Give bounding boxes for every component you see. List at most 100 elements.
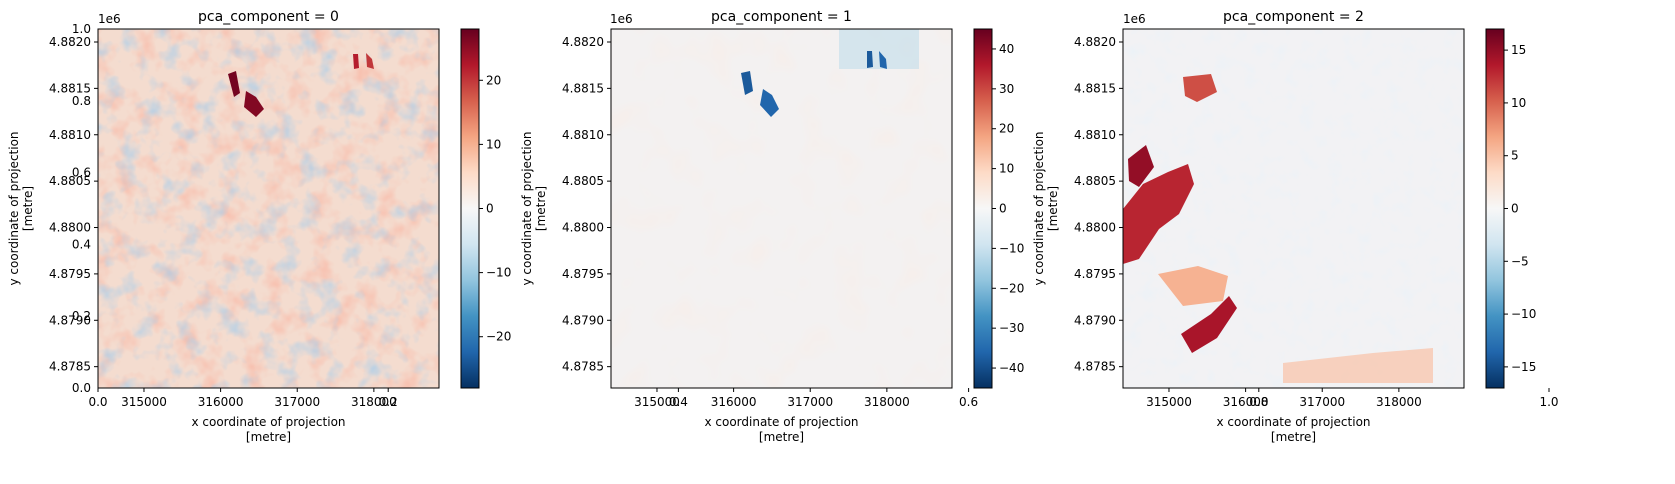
feature-patch bbox=[839, 29, 919, 69]
plot-frame bbox=[97, 28, 440, 389]
y-tick-label: 4.8790 bbox=[1074, 313, 1116, 327]
y-tick-label: 4.8810 bbox=[49, 128, 91, 142]
feature-patch bbox=[1283, 348, 1433, 383]
colorbar-tick-label: −20 bbox=[486, 330, 511, 344]
feature-patch bbox=[1181, 296, 1237, 353]
y-tick-label: 4.8810 bbox=[1074, 128, 1116, 142]
colorbar-tick-label: 5 bbox=[1511, 149, 1519, 163]
background-x-tick-label: 0.6 bbox=[959, 395, 978, 409]
x-tick-label: 317000 bbox=[787, 395, 833, 409]
y-axis-label: y coordinate of projection bbox=[7, 131, 21, 285]
x-axis-label: x coordinate of projection bbox=[191, 415, 345, 429]
y-tick-label: 4.8785 bbox=[1074, 360, 1116, 374]
heatmap-texture bbox=[611, 29, 952, 388]
exponent-label: 1e6 bbox=[98, 12, 121, 26]
x-tick-label: 316000 bbox=[711, 395, 757, 409]
y-tick-label: 4.8805 bbox=[562, 174, 604, 188]
background-y-tick-label: 0.0 bbox=[72, 381, 91, 395]
y-tick-label: 4.8785 bbox=[49, 360, 91, 374]
feature-patch bbox=[1128, 145, 1154, 187]
background-x-tick-label: 1.0 bbox=[1539, 395, 1558, 409]
x-axis-label: [metre] bbox=[1271, 430, 1316, 444]
y-tick-label: 4.8800 bbox=[49, 221, 91, 235]
colorbar-tick-label: 10 bbox=[1511, 96, 1526, 110]
x-tick-label: 318000 bbox=[1376, 395, 1422, 409]
colorbar bbox=[974, 29, 992, 388]
y-tick-label: 4.8805 bbox=[1074, 174, 1116, 188]
background-y-tick-label: 0.4 bbox=[72, 237, 91, 251]
feature-patch bbox=[228, 71, 240, 97]
feature-patch bbox=[1123, 164, 1194, 264]
feature-patch bbox=[741, 71, 753, 95]
exponent-label: 1e6 bbox=[1123, 12, 1146, 26]
x-tick-label: 317000 bbox=[274, 395, 320, 409]
heatmap-texture bbox=[98, 29, 439, 388]
background-axis: 0.0 0.2 0.4 0.6 0.8 1.0 0.0 0.2 0.4 0.6 0.8 1.0 bbox=[72, 22, 1559, 409]
feature-patch bbox=[1183, 74, 1217, 102]
y-tick-label: 4.8795 bbox=[562, 267, 604, 281]
x-axis-label: [metre] bbox=[246, 430, 291, 444]
chart-title: pca_component = 2 bbox=[1223, 9, 1364, 25]
panel-0: pca_component = 0 315000 316000 317000 31800… bbox=[7, 9, 511, 444]
feature-patch bbox=[353, 54, 359, 69]
background-x-ticks: 0.0 0.2 0.4 0.6 0.8 1.0 bbox=[88, 388, 1559, 409]
y-tick-label: 4.8820 bbox=[1074, 35, 1116, 49]
chart-title: pca_component = 0 bbox=[198, 9, 339, 25]
y-tick-label: 4.8790 bbox=[49, 313, 91, 327]
x-tick-label: 315000 bbox=[121, 395, 167, 409]
colorbar-tick-label: −10 bbox=[486, 266, 511, 280]
x-tick-label: 317000 bbox=[1299, 395, 1345, 409]
feature-patch bbox=[1158, 266, 1228, 306]
x-tick-label: 315000 bbox=[1146, 395, 1192, 409]
colorbar-tick-label: −5 bbox=[1511, 254, 1529, 268]
colorbar-tick-label: 40 bbox=[999, 42, 1014, 56]
colorbar-tick-label: −15 bbox=[1511, 360, 1536, 374]
colorbar-tick-label: 10 bbox=[999, 162, 1014, 176]
panels: pca_component = 0 315000 316000 317000 31800… bbox=[7, 9, 1536, 444]
colorbar bbox=[1486, 29, 1504, 388]
y-axis-label: [metre] bbox=[1046, 186, 1060, 231]
background-y-ticks: 0.0 0.2 0.4 0.6 0.8 1.0 bbox=[72, 22, 91, 395]
colorbar-tick-label: 20 bbox=[999, 122, 1014, 136]
feature-patch bbox=[366, 53, 374, 69]
heatmap-texture bbox=[1123, 29, 1464, 388]
background-y-tick-label: 0.6 bbox=[72, 166, 91, 180]
x-tick-label: 318000 bbox=[864, 395, 910, 409]
x-tick-label: 316000 bbox=[1223, 395, 1269, 409]
y-tick-label: 4.8800 bbox=[562, 221, 604, 235]
y-axis-label: y coordinate of projection bbox=[1032, 131, 1046, 285]
colorbar-tick-label: 0 bbox=[999, 202, 1007, 216]
colorbar-tick-label: 20 bbox=[486, 73, 501, 87]
heatmap-texture bbox=[611, 29, 952, 388]
feature-patch bbox=[879, 51, 887, 69]
y-tick-label: 4.8810 bbox=[562, 128, 604, 142]
colorbar bbox=[461, 29, 479, 388]
y-axis-label: y coordinate of projection bbox=[520, 131, 534, 285]
background-x-tick-label: 0.2 bbox=[379, 395, 398, 409]
y-tick-label: 4.8815 bbox=[49, 81, 91, 95]
y-tick-label: 4.8815 bbox=[1074, 81, 1116, 95]
y-tick-label: 4.8805 bbox=[49, 174, 91, 188]
colorbar-tick-label: 0 bbox=[486, 202, 494, 216]
plot-frame bbox=[610, 28, 953, 389]
colorbar-tick-label: −20 bbox=[999, 281, 1024, 295]
y-tick-label: 4.8795 bbox=[1074, 267, 1116, 281]
x-tick-label: 316000 bbox=[198, 395, 244, 409]
colorbar-tick-label: −30 bbox=[999, 321, 1024, 335]
panel-2: pca_component = 2 315000 316000 317000 31800… bbox=[1032, 9, 1536, 444]
y-tick-label: 4.8820 bbox=[562, 35, 604, 49]
x-axis-label: [metre] bbox=[759, 430, 804, 444]
colorbar-tick-label: 0 bbox=[1511, 202, 1519, 216]
feature-patch bbox=[867, 51, 873, 68]
background-y-tick-label: 0.2 bbox=[72, 309, 91, 323]
y-tick-label: 4.8785 bbox=[562, 360, 604, 374]
exponent-label: 1e6 bbox=[610, 12, 633, 26]
background-y-tick-label: 0.8 bbox=[72, 94, 91, 108]
colorbar-tick-label: 10 bbox=[486, 137, 501, 151]
y-tick-label: 4.8820 bbox=[49, 35, 91, 49]
x-axis-label: x coordinate of projection bbox=[1216, 415, 1370, 429]
y-tick-label: 4.8800 bbox=[1074, 221, 1116, 235]
colorbar-tick-label: 15 bbox=[1511, 43, 1526, 57]
background-x-tick-label: 0.4 bbox=[669, 395, 688, 409]
